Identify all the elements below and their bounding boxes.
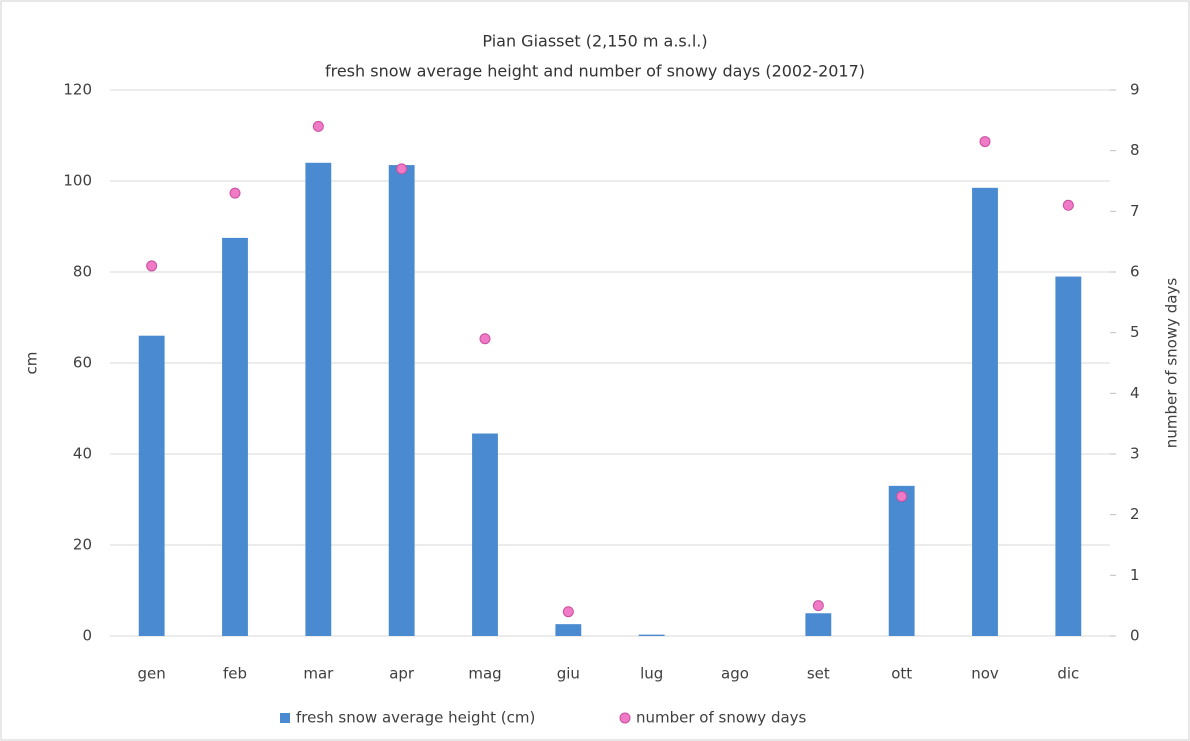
y-tick-label: 120 [63, 81, 92, 99]
x-tick-label: giu [557, 665, 580, 683]
x-tick-label: gen [138, 665, 166, 683]
bar [138, 335, 165, 636]
x-tick-label: dic [1057, 665, 1079, 683]
x-tick-label: feb [223, 665, 247, 683]
bar [888, 485, 915, 636]
x-tick-label: apr [389, 665, 415, 683]
bar [388, 165, 415, 636]
y-tick-label: 80 [73, 263, 92, 281]
bar [972, 187, 998, 636]
y-axis-title: cm [23, 352, 41, 375]
y-tick-label: 40 [73, 445, 92, 463]
bar [472, 433, 498, 636]
chart-subtitle: fresh snow average height and number of … [325, 62, 865, 81]
chart-title: Pian Giasset (2,150 m a.s.l.) [482, 32, 707, 51]
bar [305, 162, 332, 637]
point [479, 333, 491, 345]
y2-tick-label: 6 [1130, 263, 1140, 281]
x-tick-label: mar [303, 665, 334, 683]
bar [638, 634, 665, 636]
x-tick-label: set [807, 665, 830, 683]
y2-tick-label: 2 [1130, 505, 1140, 523]
x-tick-label: lug [640, 665, 663, 683]
point [146, 260, 158, 272]
bar [805, 613, 832, 636]
x-tick-label: ott [891, 665, 912, 683]
legend-label: fresh snow average height (cm) [296, 709, 535, 727]
y2-axis-title: number of snowy days [1163, 278, 1181, 449]
point [1062, 199, 1074, 211]
y2-tick-label: 4 [1130, 384, 1140, 402]
point [896, 490, 908, 502]
point [979, 136, 991, 148]
bar [555, 624, 582, 636]
y-tick-label: 20 [73, 536, 92, 554]
x-tick-label: nov [971, 665, 999, 683]
legend-swatch [280, 713, 290, 723]
bar [222, 237, 248, 636]
y-tick-label: 0 [82, 627, 92, 645]
bar [1055, 276, 1082, 636]
y2-tick-label: 8 [1130, 141, 1140, 159]
y2-tick-label: 1 [1130, 566, 1140, 584]
y2-tick-label: 3 [1130, 445, 1140, 463]
legend-label: number of snowy days [636, 709, 807, 727]
point [312, 120, 324, 132]
y2-tick-label: 7 [1130, 202, 1140, 220]
point [562, 606, 574, 618]
y2-tick-label: 5 [1130, 323, 1140, 341]
x-tick-label: ago [721, 665, 749, 683]
x-tick-label: mag [468, 665, 501, 683]
y2-tick-label: 9 [1130, 81, 1140, 99]
point [229, 187, 241, 199]
point [812, 600, 824, 612]
point [396, 163, 408, 175]
y-tick-label: 100 [63, 172, 92, 190]
y-tick-label: 60 [73, 354, 92, 372]
y2-tick-label: 0 [1130, 627, 1140, 645]
legend-swatch [619, 712, 631, 724]
